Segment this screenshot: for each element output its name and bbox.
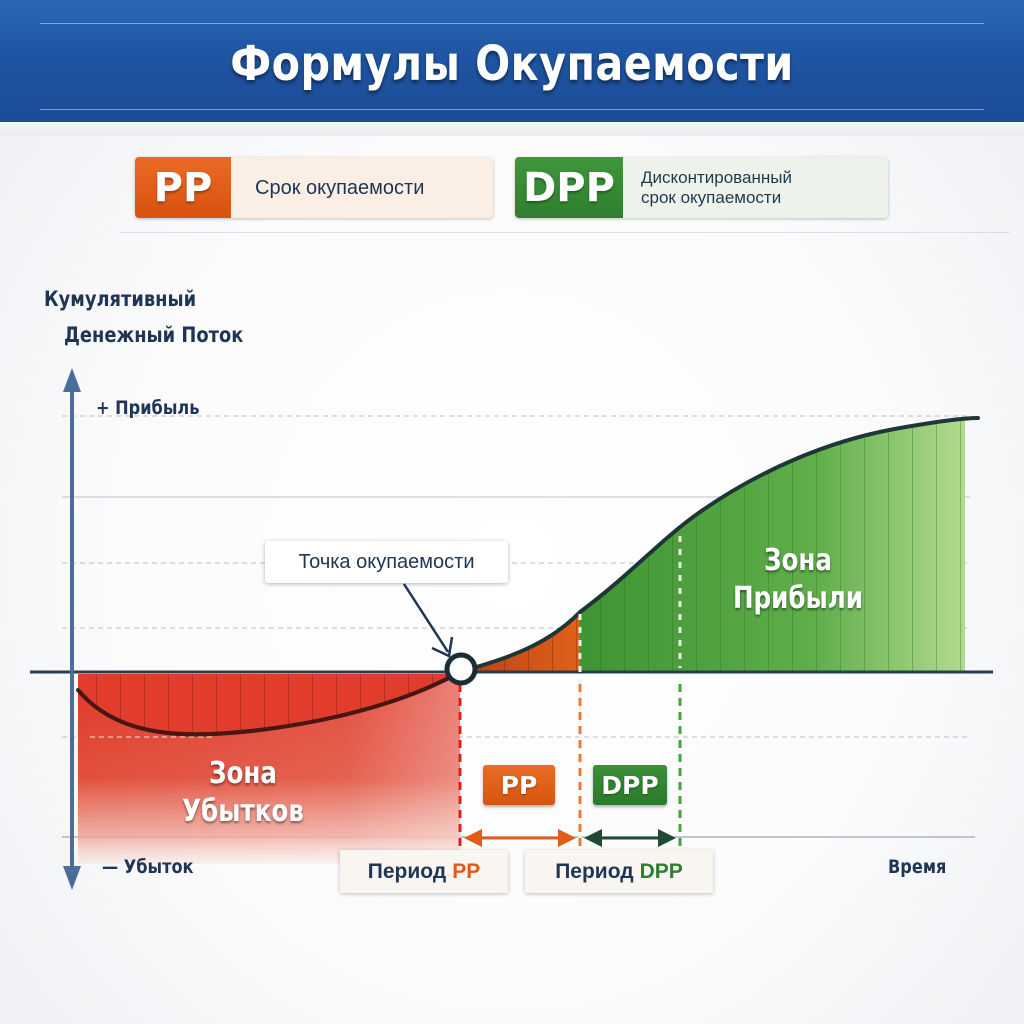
breakeven-point — [444, 652, 478, 686]
header-rule-bottom — [40, 109, 984, 110]
loss-zone — [78, 674, 460, 864]
dpp-period-arrow — [584, 829, 676, 847]
period-dpp-label: Период DPP — [525, 850, 713, 893]
pp-zone — [460, 612, 580, 672]
period-pp-label: Период PP — [340, 850, 508, 893]
pp-badge: PP — [483, 765, 555, 805]
legend-pp: PP Срок окупаемости — [135, 157, 493, 218]
page-title: Формулы Окупаемости — [230, 36, 794, 92]
header-banner: Формулы Окупаемости — [0, 0, 1024, 122]
y-axis-title-line1: Кумулятивный — [44, 287, 197, 311]
y-axis-arrow — [63, 368, 81, 890]
legend-dpp-line2: срок окупаемости — [641, 187, 782, 207]
legend-dpp-description: Дисконтированный срок окупаемости — [623, 157, 888, 218]
legend-divider — [120, 232, 1010, 233]
header-rule-top — [40, 23, 984, 24]
loss-zone-label: Зона Убытков — [182, 756, 304, 829]
legend-dpp-tag: DPP — [515, 157, 623, 218]
header-subbar — [0, 122, 1024, 136]
legend-dpp-line1: Дисконтированный — [641, 167, 792, 187]
y-axis-top-label: + Прибыль — [96, 397, 200, 419]
x-axis-label: Время — [888, 856, 947, 878]
legend-dpp: DPP Дисконтированный срок окупаемости — [515, 157, 888, 218]
pp-period-arrow — [464, 829, 576, 847]
breakeven-pointer-arrow — [402, 583, 454, 658]
dpp-badge: DPP — [593, 765, 667, 805]
legend-pp-tag: PP — [135, 157, 231, 218]
profit-zone-label: Зона Прибыли — [732, 543, 864, 616]
legend-pp-description: Срок окупаемости — [231, 157, 493, 218]
y-axis-bottom-label: — Убыток — [102, 856, 194, 878]
y-axis-title-line2: Денежный Поток — [64, 323, 244, 347]
breakeven-callout: Точка окупаемости — [265, 541, 508, 583]
